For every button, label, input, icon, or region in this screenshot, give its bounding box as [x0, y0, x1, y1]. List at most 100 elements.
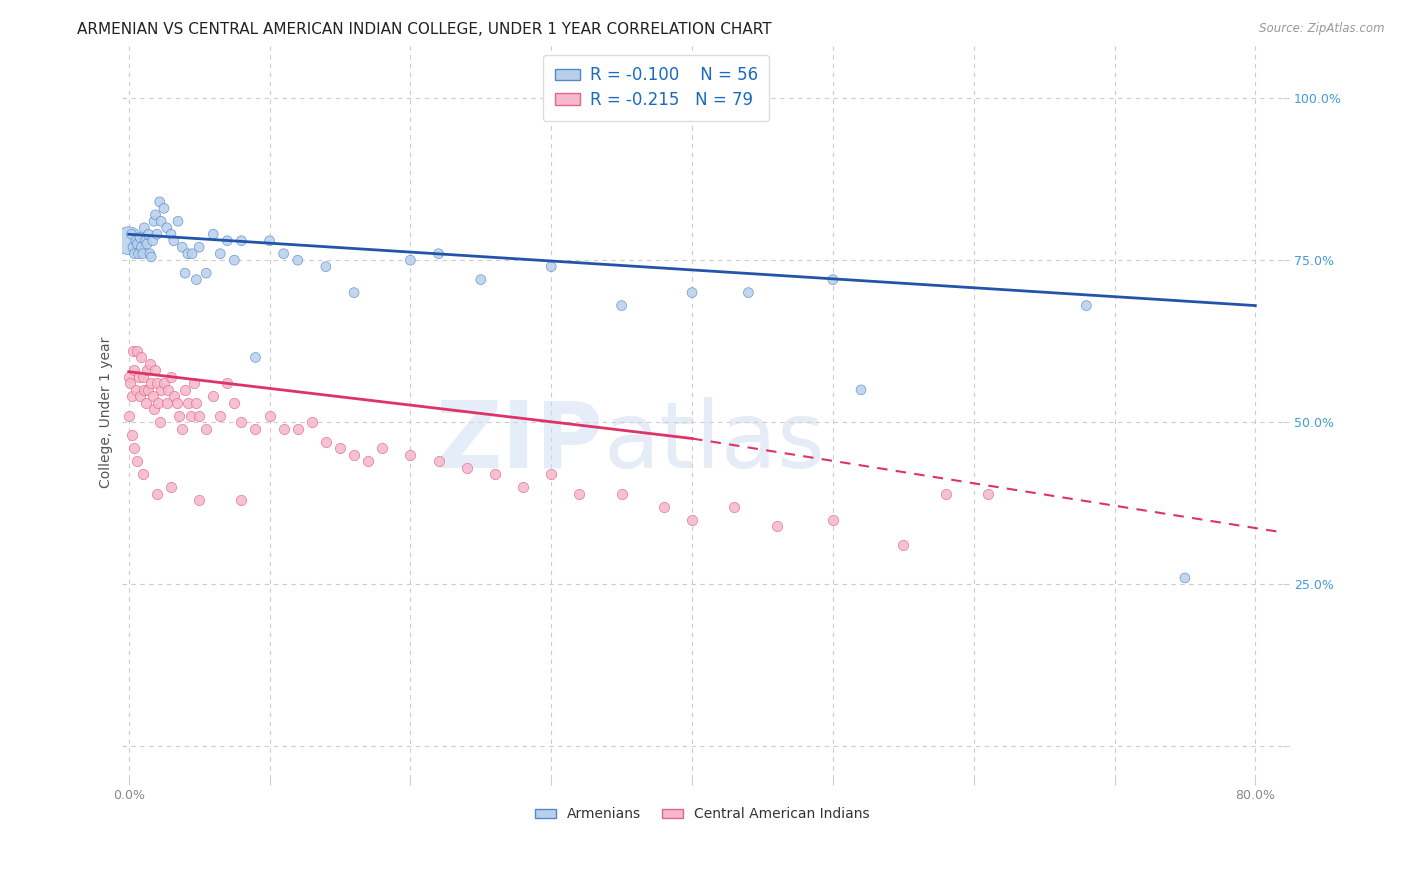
Point [149, 194, 172, 209]
Point [156, 220, 179, 235]
Point [315, 260, 337, 274]
Point [143, 214, 166, 228]
Point [125, 383, 148, 397]
Point [118, 234, 141, 248]
Point [136, 237, 159, 252]
Point [737, 285, 759, 300]
Point [167, 214, 190, 228]
Point [195, 422, 218, 436]
Point [329, 441, 352, 455]
Point [157, 383, 180, 397]
Point [371, 441, 394, 455]
Point [343, 285, 366, 300]
Point [124, 246, 146, 260]
Point [163, 234, 186, 248]
Point [129, 389, 152, 403]
Point [138, 227, 160, 242]
Point [610, 299, 633, 313]
Y-axis label: College, Under 1 year: College, Under 1 year [100, 337, 114, 488]
Point [540, 467, 562, 482]
Point [160, 480, 183, 494]
Point [121, 428, 143, 442]
Point [132, 370, 155, 384]
Point [120, 376, 142, 391]
Point [568, 486, 591, 500]
Point [139, 246, 162, 260]
Legend: Armenians, Central American Indians: Armenians, Central American Indians [530, 802, 876, 827]
Point [540, 260, 562, 274]
Point [146, 376, 169, 391]
Point [134, 383, 156, 397]
Point [821, 512, 844, 526]
Point [652, 500, 675, 514]
Point [172, 240, 194, 254]
Point [149, 415, 172, 429]
Point [122, 240, 145, 254]
Point [142, 234, 165, 248]
Point [202, 227, 225, 242]
Point [160, 227, 183, 242]
Point [399, 253, 422, 268]
Point [470, 273, 492, 287]
Point [145, 208, 167, 222]
Point [245, 351, 267, 365]
Point [128, 370, 150, 384]
Point [202, 389, 225, 403]
Point [765, 519, 787, 533]
Point [427, 246, 450, 260]
Point [148, 396, 170, 410]
Point [177, 246, 200, 260]
Point [132, 467, 155, 482]
Point [124, 441, 146, 455]
Point [127, 343, 149, 358]
Point [287, 422, 309, 436]
Point [183, 376, 205, 391]
Point [977, 486, 1000, 500]
Point [217, 376, 239, 391]
Point [484, 467, 506, 482]
Text: atlas: atlas [603, 397, 825, 487]
Point [343, 448, 366, 462]
Point [172, 422, 194, 436]
Point [163, 389, 186, 403]
Point [209, 246, 232, 260]
Point [891, 539, 914, 553]
Text: ZIP: ZIP [436, 397, 603, 487]
Point [134, 220, 156, 235]
Point [186, 273, 208, 287]
Point [124, 363, 146, 377]
Point [145, 363, 167, 377]
Point [399, 448, 422, 462]
Point [273, 246, 295, 260]
Point [169, 409, 191, 423]
Point [121, 389, 143, 403]
Point [1174, 571, 1197, 585]
Point [122, 343, 145, 358]
Point [610, 486, 633, 500]
Point [128, 246, 150, 260]
Point [131, 240, 153, 254]
Point [1076, 299, 1098, 313]
Point [125, 234, 148, 248]
Point [174, 266, 197, 280]
Point [934, 486, 956, 500]
Point [127, 237, 149, 252]
Point [188, 240, 211, 254]
Point [259, 234, 281, 248]
Point [186, 396, 208, 410]
Point [136, 363, 159, 377]
Point [177, 396, 200, 410]
Point [135, 234, 157, 248]
Point [141, 250, 163, 264]
Point [121, 227, 143, 242]
Text: Source: ZipAtlas.com: Source: ZipAtlas.com [1260, 22, 1385, 36]
Point [259, 409, 281, 423]
Point [174, 383, 197, 397]
Point [142, 389, 165, 403]
Point [723, 500, 745, 514]
Point [153, 202, 176, 216]
Point [512, 480, 534, 494]
Text: ARMENIAN VS CENTRAL AMERICAN INDIAN COLLEGE, UNDER 1 YEAR CORRELATION CHART: ARMENIAN VS CENTRAL AMERICAN INDIAN COLL… [77, 22, 772, 37]
Point [138, 383, 160, 397]
Point [231, 493, 253, 508]
